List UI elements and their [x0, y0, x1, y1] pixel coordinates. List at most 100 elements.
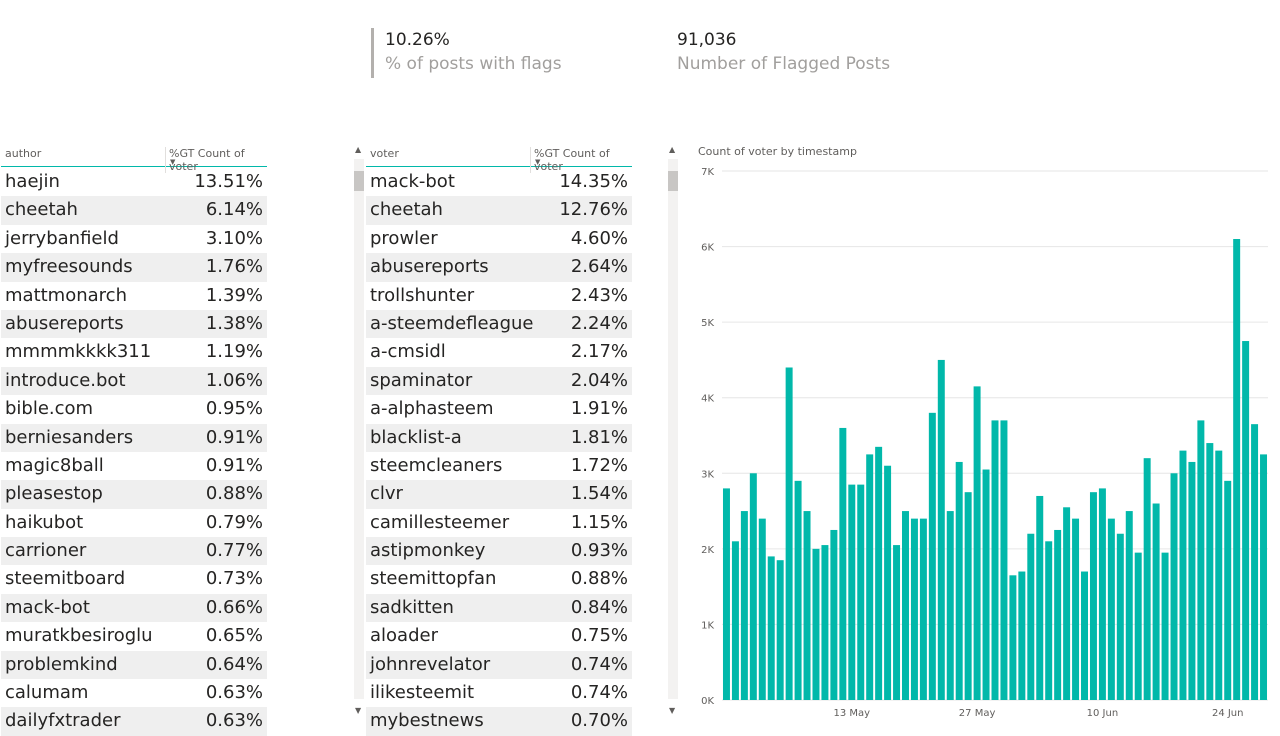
table-row[interactable]: sadkitten 0.84% — [366, 593, 632, 623]
chart-bar[interactable] — [1242, 341, 1250, 700]
table-row[interactable]: cheetah 12.76% — [366, 196, 632, 225]
chart-bar[interactable] — [1107, 518, 1115, 700]
chart-bar[interactable] — [982, 469, 990, 700]
chart-bar[interactable] — [1215, 450, 1223, 700]
chart-bar[interactable] — [946, 511, 954, 700]
chart-bar[interactable] — [1143, 458, 1151, 700]
scroll-track[interactable] — [668, 159, 678, 699]
chart-bar[interactable] — [1251, 424, 1259, 700]
table-row[interactable]: dailyfxtrader 0.63% — [1, 707, 267, 736]
chart-bar[interactable] — [1170, 473, 1178, 700]
chart-bar[interactable] — [1045, 541, 1053, 700]
table-row[interactable]: blacklist-a 1.81% — [366, 423, 632, 452]
chart-bar[interactable] — [731, 541, 739, 700]
chart-bar[interactable] — [1233, 239, 1241, 700]
chart-bar[interactable] — [955, 461, 963, 700]
chart-bar[interactable] — [991, 420, 999, 700]
table-row[interactable]: abusereports 2.64% — [366, 253, 632, 282]
table-row[interactable]: prowler 4.60% — [366, 225, 632, 253]
scroll-up-icon[interactable]: ▲ — [669, 145, 676, 154]
scroll-track[interactable] — [354, 159, 364, 699]
chart-bar[interactable] — [758, 518, 766, 700]
table-row[interactable]: cheetah 6.14% — [1, 196, 267, 225]
voter-table-scrollbar[interactable]: ▲ ▼ — [668, 145, 678, 715]
chart-bar[interactable] — [1197, 420, 1205, 700]
scroll-up-icon[interactable]: ▲ — [355, 145, 362, 154]
table-row[interactable]: astipmonkey 0.93% — [366, 537, 632, 566]
chart-bar[interactable] — [1081, 571, 1088, 700]
table-row[interactable]: problemkind 0.64% — [1, 650, 267, 680]
chart-bar[interactable] — [1224, 480, 1232, 700]
chart-bar[interactable] — [749, 473, 757, 700]
table-row[interactable]: carrioner 0.77% — [1, 537, 267, 566]
table-row[interactable]: mattmonarch 1.39% — [1, 282, 267, 310]
chart-bar[interactable] — [839, 427, 847, 700]
table-row[interactable]: a-alphasteem 1.91% — [366, 395, 632, 423]
column-header-author[interactable]: author — [5, 147, 42, 160]
chart-bar[interactable] — [1152, 503, 1160, 700]
chart-bar[interactable] — [1072, 518, 1080, 700]
author-table-scrollbar[interactable]: ▲ ▼ — [354, 145, 364, 715]
table-row[interactable]: introduce.bot 1.06% — [1, 366, 267, 396]
table-row[interactable]: steemitboard 0.73% — [1, 565, 267, 593]
chart-bar[interactable] — [928, 412, 936, 700]
column-header-pct[interactable]: %GT Count of voter ▼ — [165, 147, 267, 173]
table-row[interactable]: spaminator 2.04% — [366, 366, 632, 396]
chart-bar[interactable] — [857, 484, 865, 700]
table-row[interactable]: pleasestop 0.88% — [1, 480, 267, 509]
table-row[interactable]: mack-bot 0.66% — [1, 593, 267, 623]
chart-bar[interactable] — [919, 518, 927, 700]
table-row[interactable]: aloader 0.75% — [366, 622, 632, 650]
chart-bar[interactable] — [884, 465, 892, 700]
table-row[interactable]: haikubot 0.79% — [1, 509, 267, 537]
chart-bar[interactable] — [1009, 575, 1017, 700]
column-header-voter[interactable]: voter — [370, 147, 399, 160]
table-row[interactable]: steemittopfan 0.88% — [366, 565, 632, 593]
table-row[interactable]: bible.com 0.95% — [1, 395, 267, 423]
chart-bar[interactable] — [1125, 511, 1133, 700]
chart-bar[interactable] — [848, 484, 856, 700]
chart-bar[interactable] — [1000, 420, 1008, 700]
chart-bar[interactable] — [866, 454, 874, 700]
chart-bar[interactable] — [1260, 454, 1268, 700]
table-row[interactable]: myfreesounds 1.76% — [1, 253, 267, 282]
chart-bar[interactable] — [1116, 533, 1124, 700]
table-row[interactable]: camillesteemer 1.15% — [366, 509, 632, 537]
chart-bar[interactable] — [973, 386, 981, 700]
chart-bar[interactable] — [902, 511, 909, 700]
scroll-down-icon[interactable]: ▼ — [355, 706, 362, 715]
scroll-thumb[interactable] — [668, 171, 678, 191]
column-header-pct[interactable]: %GT Count of voter ▼ — [530, 147, 632, 173]
chart-bar[interactable] — [1036, 495, 1044, 700]
table-row[interactable]: haejin 13.51% — [1, 168, 267, 196]
scroll-thumb[interactable] — [354, 171, 364, 191]
table-row[interactable]: johnrevelator 0.74% — [366, 650, 632, 680]
chart-bar[interactable] — [776, 560, 784, 700]
chart-bar[interactable] — [812, 548, 820, 700]
table-row[interactable]: trollshunter 2.43% — [366, 282, 632, 310]
table-row[interactable]: jerrybanfield 3.10% — [1, 225, 267, 253]
chart-bar[interactable] — [767, 556, 775, 700]
chart-bar[interactable] — [1188, 461, 1196, 700]
chart-bar[interactable] — [1018, 571, 1026, 700]
chart-bar[interactable] — [803, 511, 811, 700]
table-row[interactable]: clvr 1.54% — [366, 480, 632, 509]
chart-bar[interactable] — [893, 545, 901, 700]
chart-bar[interactable] — [937, 359, 945, 700]
chart-bar[interactable] — [830, 529, 838, 700]
table-row[interactable]: mack-bot 14.35% — [366, 168, 632, 196]
chart-bar[interactable] — [964, 492, 972, 700]
table-row[interactable]: berniesanders 0.91% — [1, 423, 267, 452]
scroll-down-icon[interactable]: ▼ — [669, 706, 676, 715]
table-row[interactable]: steemcleaners 1.72% — [366, 452, 632, 480]
chart-bar[interactable] — [740, 511, 748, 700]
table-row[interactable]: a-steemdefleague 2.24% — [366, 309, 632, 339]
table-row[interactable]: ilikesteemit 0.74% — [366, 679, 632, 707]
chart-bar[interactable] — [1134, 552, 1142, 700]
chart-bar[interactable] — [1161, 552, 1169, 700]
chart-bar[interactable] — [1089, 492, 1097, 700]
chart-bar[interactable] — [1027, 533, 1035, 700]
chart-bar[interactable] — [1206, 443, 1214, 700]
table-row[interactable]: mybestnews 0.70% — [366, 707, 632, 736]
chart-bar[interactable] — [1054, 529, 1062, 700]
